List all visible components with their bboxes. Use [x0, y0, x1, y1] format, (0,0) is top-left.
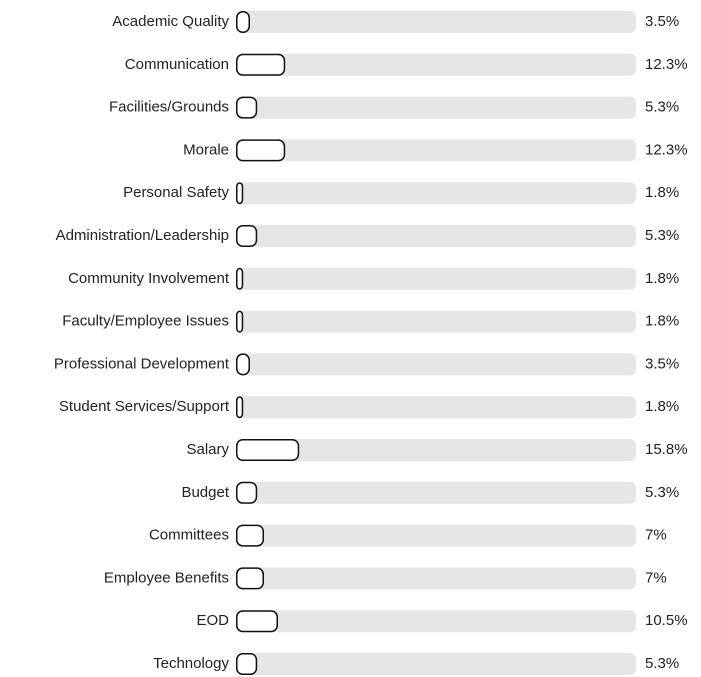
category-label: Professional Development	[54, 355, 230, 372]
bar-track	[236, 53, 636, 76]
bar-track	[236, 96, 636, 119]
value-label: 1.8%	[645, 184, 679, 201]
bar	[236, 396, 244, 419]
bar-track	[236, 267, 636, 290]
value-label: 12.3%	[645, 141, 688, 158]
bar-track	[236, 567, 636, 590]
value-label: 12.3%	[645, 56, 688, 73]
value-label: 5.3%	[645, 655, 679, 672]
value-label: 3.5%	[645, 13, 679, 30]
bar	[236, 524, 264, 547]
bar	[236, 267, 244, 290]
category-label: Communication	[125, 56, 229, 73]
category-label: Morale	[183, 141, 229, 158]
category-label: Community Involvement	[68, 270, 230, 287]
value-label: 7%	[645, 527, 667, 544]
bar-track	[236, 310, 636, 333]
bar	[236, 96, 258, 119]
value-label: 1.8%	[645, 313, 679, 330]
bar-track	[236, 182, 636, 205]
value-label: 3.5%	[645, 355, 679, 372]
bar	[236, 481, 258, 504]
category-label: Committees	[149, 527, 229, 544]
bar-track	[236, 524, 636, 547]
category-label: Budget	[181, 484, 229, 501]
bar-track	[236, 396, 636, 419]
value-label: 1.8%	[645, 270, 679, 287]
category-label: Personal Safety	[123, 184, 229, 201]
bar-track	[236, 139, 636, 162]
value-label: 15.8%	[645, 441, 688, 458]
bar	[236, 11, 250, 33]
value-label: 7%	[645, 569, 667, 586]
category-label: Technology	[153, 655, 229, 672]
category-label: EOD	[196, 612, 229, 629]
category-label: Student Services/Support	[59, 398, 230, 415]
bar	[236, 610, 278, 633]
value-label: 10.5%	[645, 612, 688, 629]
bar-track	[236, 610, 636, 633]
bar	[236, 53, 286, 76]
category-label: Administration/Leadership	[56, 227, 229, 244]
bar	[236, 567, 264, 590]
bar-track	[236, 439, 636, 461]
category-label: Faculty/Employee Issues	[62, 313, 229, 330]
value-label: 5.3%	[645, 484, 679, 501]
category-label: Academic Quality	[112, 13, 229, 30]
category-label: Employee Benefits	[104, 569, 229, 586]
category-label: Salary	[186, 441, 229, 458]
bar-track	[236, 481, 636, 504]
value-label: 5.3%	[645, 99, 679, 116]
bar-track	[236, 353, 636, 376]
category-label: Facilities/Grounds	[109, 99, 229, 116]
bar	[236, 439, 300, 461]
bar	[236, 225, 258, 247]
bar-track	[236, 653, 636, 675]
value-label: 5.3%	[645, 227, 679, 244]
bar	[236, 182, 244, 205]
bar-track	[236, 11, 636, 33]
bar-track	[236, 225, 636, 247]
bar	[236, 139, 286, 162]
bar	[236, 653, 258, 675]
bar	[236, 353, 250, 376]
value-label: 1.8%	[645, 398, 679, 415]
bar	[236, 310, 244, 333]
